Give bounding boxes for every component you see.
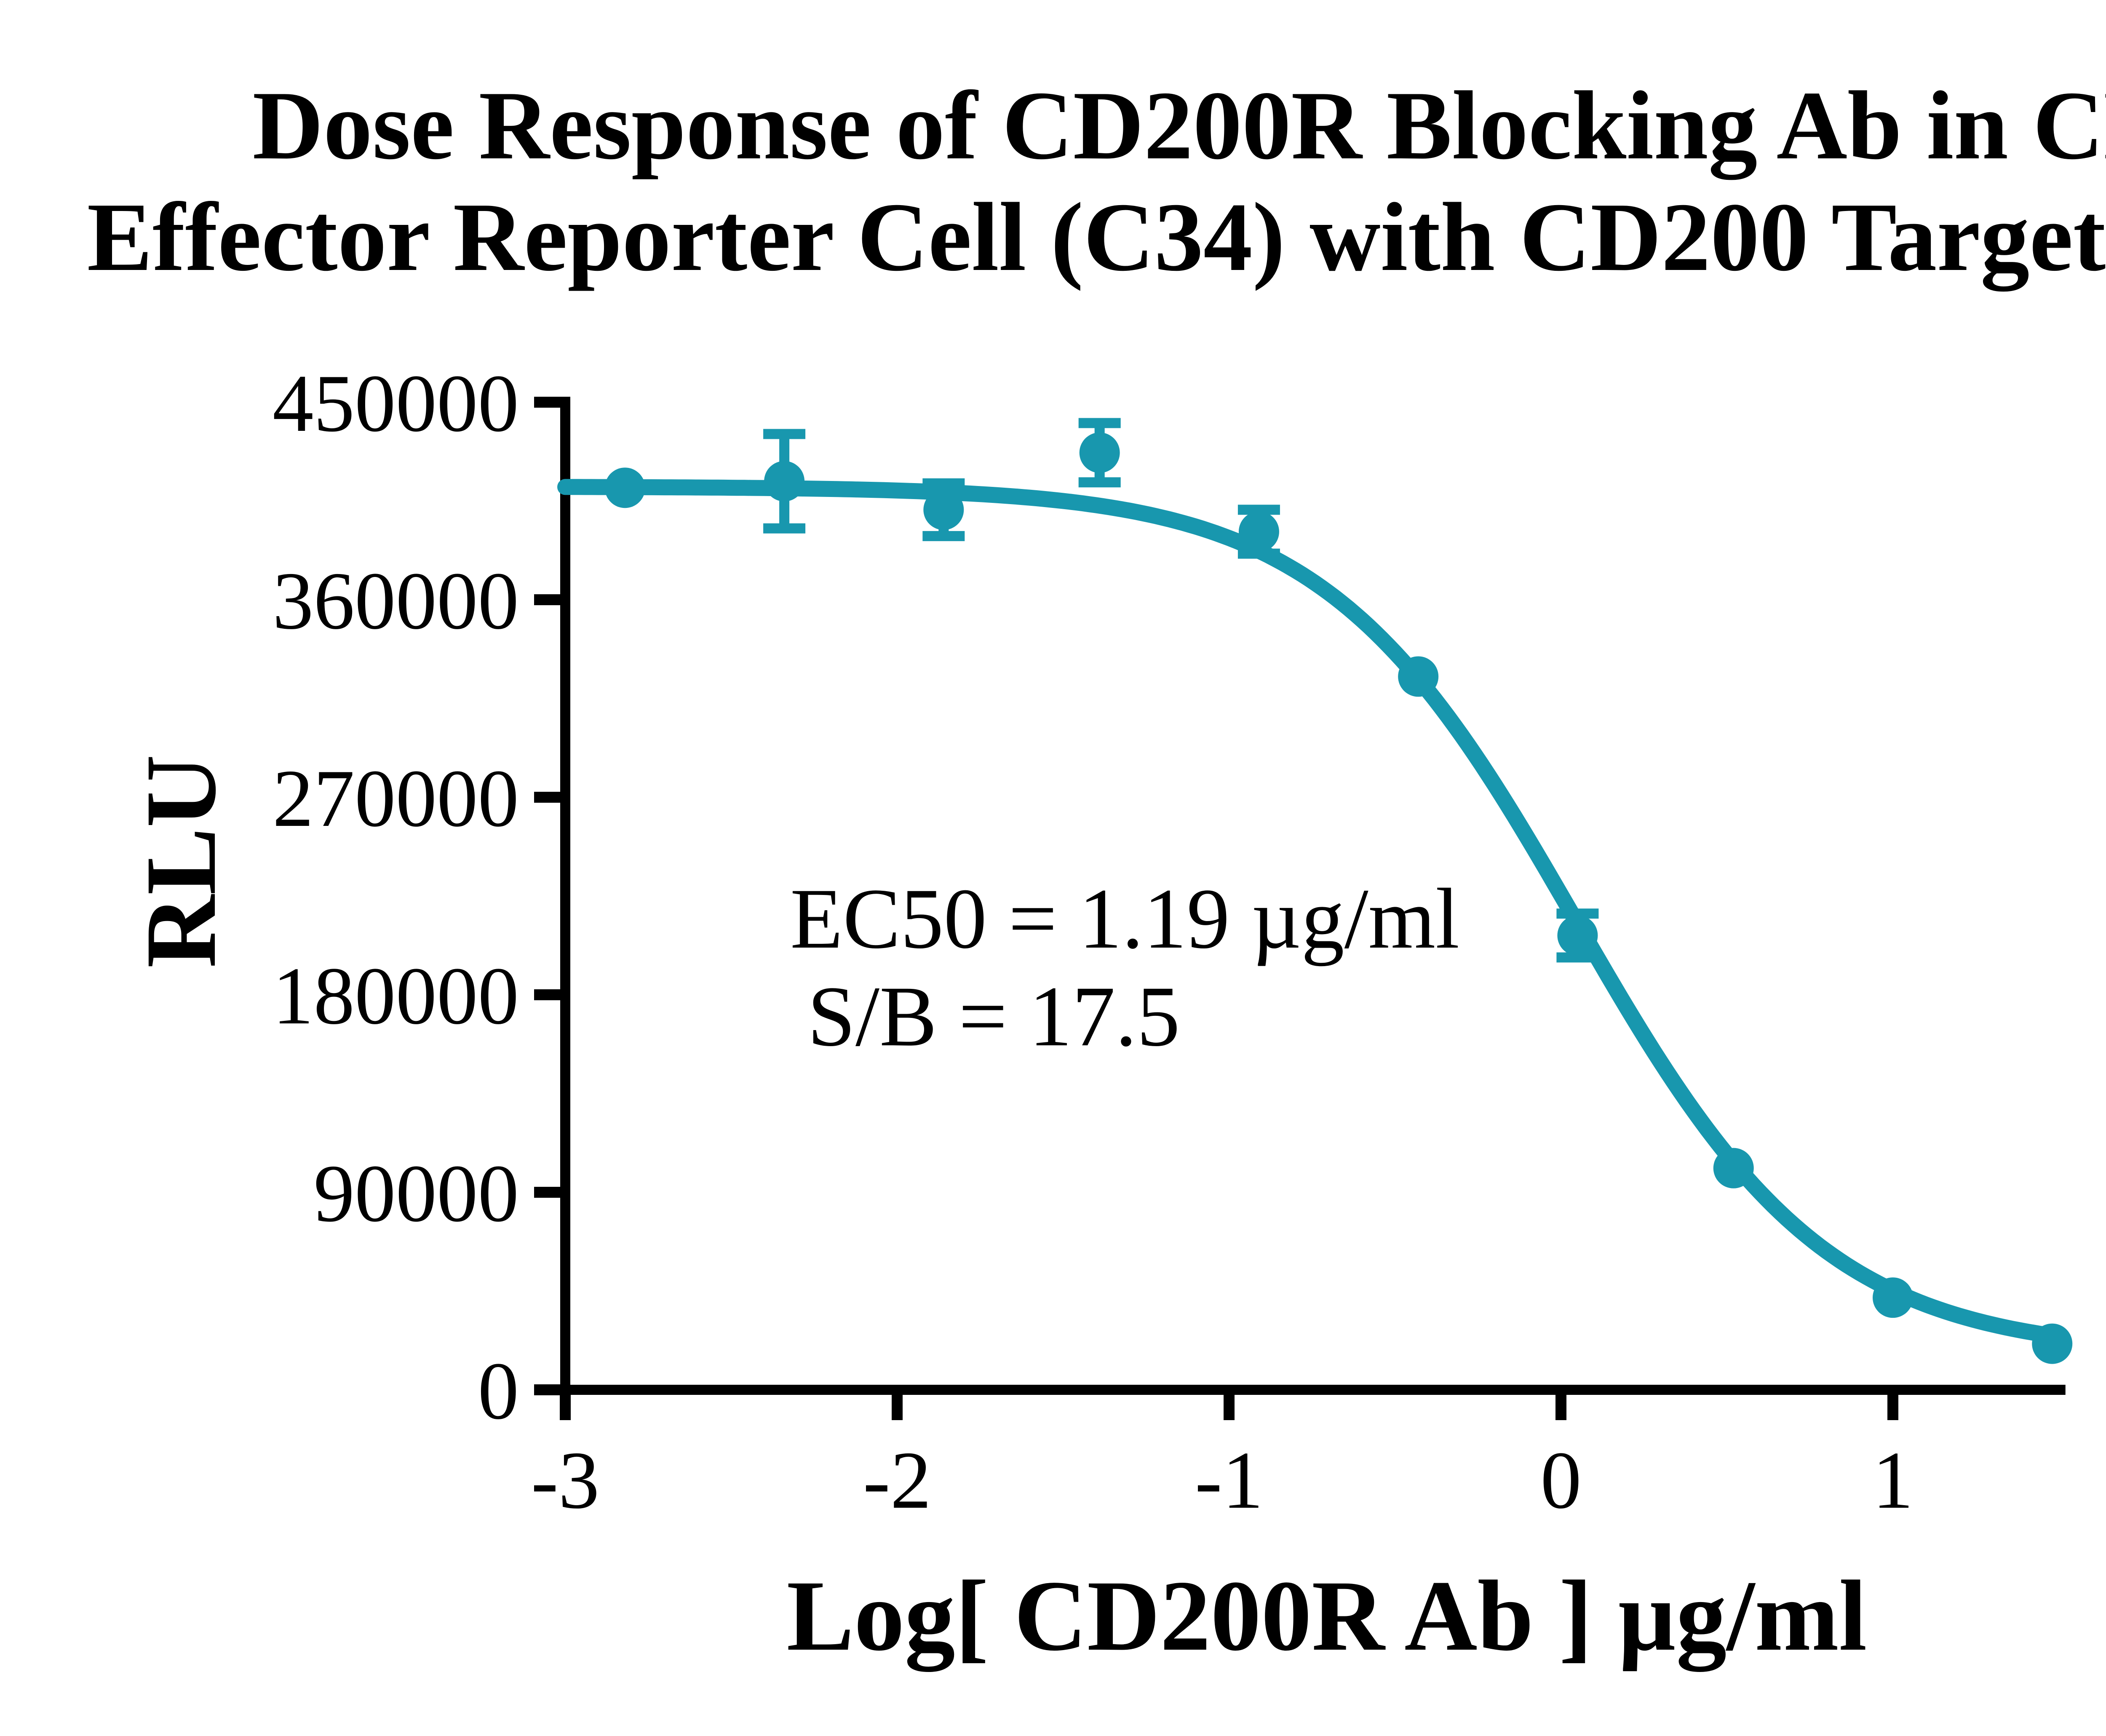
annotation-sb: S/B = 17.5 [807, 969, 1180, 1064]
y-tick-label: 0 [478, 1346, 519, 1437]
x-tick-label: -3 [531, 1435, 599, 1526]
y-tick-label: 450000 [273, 358, 519, 449]
data-point-marker [1398, 656, 1439, 697]
fit-curve [557, 479, 2061, 1344]
data-point-marker [923, 489, 964, 530]
y-tick-label: 360000 [273, 556, 519, 646]
data-point-marker [1713, 1148, 1754, 1188]
chart-title-line2: Effector Reporter Cell (C34) with CD200 … [87, 183, 2106, 292]
y-tick-label: 90000 [314, 1148, 519, 1239]
data-point-marker [1873, 1277, 1913, 1318]
y-tick-label: 270000 [273, 753, 519, 844]
data-point-marker [1238, 511, 1279, 552]
data-point-marker [764, 461, 805, 502]
x-tick-label: 0 [1540, 1435, 1582, 1526]
annotation-ec50: EC50 = 1.19 µg/ml [790, 871, 1459, 967]
x-axis-label: Log[ CD200R Ab ] µg/ml [787, 1560, 1867, 1672]
axes-layer: 0 90000 180000 270000 360000 450000 -3 -2 -1 0 1 [273, 358, 2066, 1526]
data-point-marker [1079, 432, 1120, 473]
x-tick-label: 1 [1872, 1435, 1914, 1526]
y-axis-label: RLU [125, 755, 237, 968]
x-tick-label: -1 [1195, 1435, 1263, 1526]
y-tick-label: 180000 [273, 951, 519, 1042]
data-point-marker [604, 467, 645, 508]
data-point-marker [1557, 915, 1598, 956]
x-tick-label: -2 [863, 1435, 931, 1526]
data-point-marker [2032, 1323, 2073, 1364]
chart-title-line1: Dose Response of CD200R Blocking Ab in C… [252, 71, 2106, 180]
plot-layer [557, 418, 2073, 1364]
